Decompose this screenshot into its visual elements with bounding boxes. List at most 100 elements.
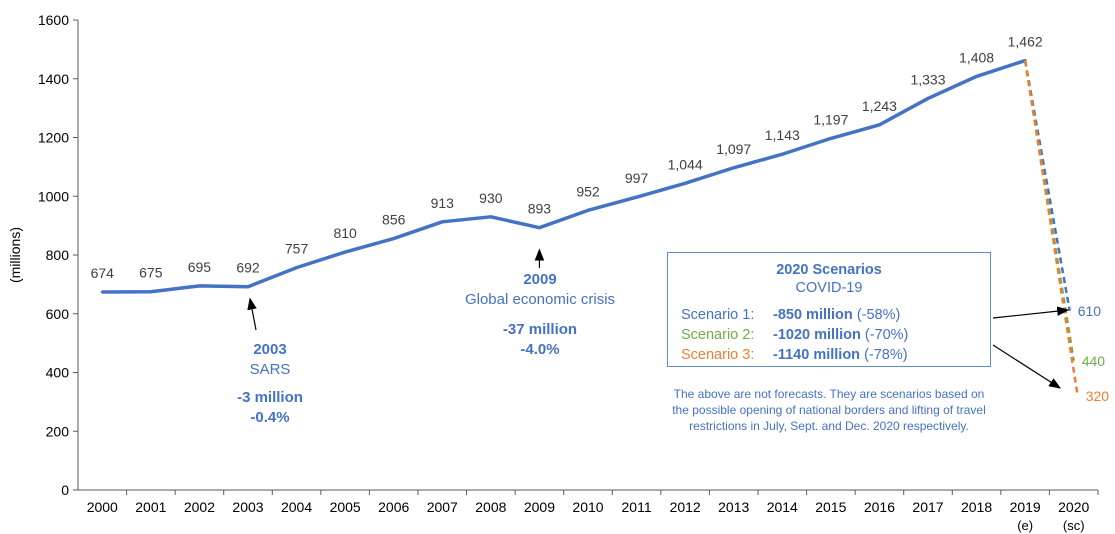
data-label: 1,408 (959, 49, 994, 65)
scenario-3-value: -1140 million (773, 347, 861, 363)
x-tick-label: 2003 (232, 499, 263, 515)
data-point (780, 152, 784, 156)
y-tick-label: 1200 (38, 130, 69, 146)
scenario-note: The above are not forecasts. They are sc… (672, 387, 986, 433)
data-label: 674 (91, 265, 115, 281)
sars-arrow (247, 297, 257, 331)
data-point (440, 220, 444, 224)
axes: 0 200 400 600 800 1000 1200 1400 1600 2000 2001 200… (7, 12, 1099, 533)
sars-annotation: 2003 SARS -3 million -0.4% (210, 340, 330, 428)
x-tick-label: 2001 (135, 499, 166, 515)
data-label: 997 (625, 170, 649, 186)
data-label: 757 (285, 241, 309, 257)
x-tick-label: 2006 (378, 499, 409, 515)
x-tick-label: 2008 (475, 499, 506, 515)
data-label: 1,197 (813, 111, 848, 127)
crisis-annotation: 2009 Global economic crisis -37 million … (440, 270, 640, 360)
x-tick-label: 2011 (622, 499, 652, 515)
data-point (537, 226, 541, 230)
data-label: 913 (431, 195, 455, 211)
data-label: 1,462 (1008, 34, 1043, 50)
x-tick-label: 2015 (815, 499, 846, 515)
scenario-line (1023, 60, 1071, 312)
scenario-2-pct: (-70%) (864, 327, 909, 343)
scenario-arrow-2 (992, 344, 1062, 389)
sars-pct: -0.4% (250, 409, 290, 426)
data-label: 1,097 (716, 141, 751, 157)
chart-marks: 674 675 695 692 757 810 856 913 930 893 952 997 1,04… (91, 34, 1110, 404)
x-tick-label: 2002 (184, 499, 215, 515)
data-label: 692 (236, 260, 260, 276)
data-point (586, 208, 590, 212)
y-tick-label: 0 (61, 482, 69, 498)
scenario-end-label: 440 (1082, 353, 1106, 369)
data-label: 1,143 (765, 127, 800, 143)
data-point (343, 250, 347, 254)
x-tick-label: 2014 (767, 499, 798, 515)
x-tick-label: 2013 (718, 499, 749, 515)
data-label: 1,044 (668, 156, 703, 172)
scenario-1-value: -850 million (773, 307, 853, 323)
y-tick-label: 1400 (38, 71, 69, 87)
scenario-line (1023, 60, 1079, 397)
crisis-pct: -4.0% (520, 341, 560, 358)
data-point (392, 237, 396, 241)
sars-label: SARS (249, 361, 291, 378)
sars-year: 2003 (253, 341, 287, 358)
data-label: 810 (333, 225, 357, 241)
scenario-2-label: Scenario 2: (681, 327, 755, 343)
x-tick-label: 2018 (961, 499, 992, 515)
scenario-row-2: Scenario 2: -1020 million (-70%) (668, 325, 990, 345)
scenario-2-value: -1020 million (773, 327, 861, 343)
scenario-1-label: Scenario 1: (681, 307, 755, 323)
data-point (683, 181, 687, 185)
data-label: 893 (528, 201, 552, 217)
x-tick-label: 2019 (1010, 499, 1041, 515)
data-point (489, 215, 493, 219)
scenario-end-label: 320 (1086, 388, 1110, 404)
x-tick-label: 2000 (87, 499, 118, 515)
scenario-1-pct: (-58%) (856, 307, 901, 323)
data-label: 1,333 (910, 71, 945, 87)
data-point (149, 290, 153, 294)
data-point (100, 290, 104, 294)
scenario-row-3: Scenario 3: -1140 million (-78%) (668, 345, 990, 365)
y-axis-label: (millions) (7, 227, 23, 283)
y-tick-label: 400 (46, 365, 70, 381)
data-point (926, 96, 930, 100)
data-point (197, 284, 201, 288)
data-label: 1,243 (862, 98, 897, 114)
scenario-3-pct: (-78%) (864, 347, 908, 363)
data-point (246, 285, 250, 289)
crisis-change: -37 million (502, 321, 578, 338)
data-point (877, 123, 881, 127)
data-point (295, 266, 299, 270)
data-label: 856 (382, 212, 406, 228)
y-tick-label: 600 (46, 306, 70, 322)
x-tick-label: 2007 (427, 499, 458, 515)
x-tick-label: 2010 (572, 499, 603, 515)
x-tick-label: 2016 (864, 499, 895, 515)
series-line (102, 58, 1026, 294)
data-point (635, 195, 639, 199)
sars-change: -3 million (237, 389, 303, 406)
x-tick-label: 2009 (524, 499, 555, 515)
x-tick-label: 2017 (912, 499, 943, 515)
x-tick-label: 2005 (330, 499, 361, 515)
y-tick-label: 1600 (38, 12, 69, 28)
crisis-year: 2009 (523, 271, 557, 288)
scenario-box-title: 2020 Scenarios (776, 262, 882, 278)
scenario-box-subtitle: COVID-19 (795, 280, 863, 296)
y-tick-label: 200 (46, 423, 70, 439)
y-tick-label: 800 (46, 247, 70, 263)
x-tick-label: 2012 (670, 499, 701, 515)
crisis-label: Global economic crisis (464, 291, 616, 308)
x-tick-label: 2020 (1058, 499, 1089, 515)
scenario-3-label: Scenario 3: (681, 347, 755, 363)
x-tick-sublabel: (e) (1017, 518, 1033, 533)
data-label: 952 (576, 183, 600, 199)
scenario-end-label: 610 (1078, 303, 1102, 319)
y-tick-label: 1000 (38, 188, 69, 204)
data-point (732, 166, 736, 170)
